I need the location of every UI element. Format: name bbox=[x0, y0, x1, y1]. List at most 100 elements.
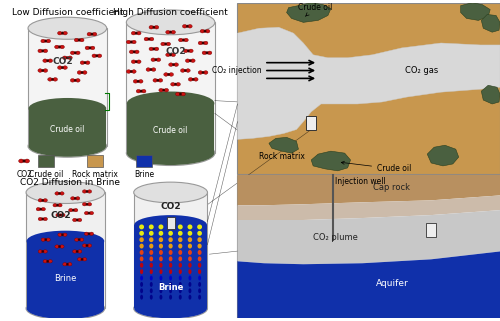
Ellipse shape bbox=[200, 30, 204, 33]
Ellipse shape bbox=[188, 244, 192, 248]
Ellipse shape bbox=[188, 295, 192, 299]
Ellipse shape bbox=[170, 54, 172, 56]
Ellipse shape bbox=[171, 30, 175, 34]
Ellipse shape bbox=[74, 197, 76, 200]
Text: CO₂ plume: CO₂ plume bbox=[313, 233, 358, 242]
Ellipse shape bbox=[43, 217, 48, 221]
Ellipse shape bbox=[26, 298, 104, 319]
Ellipse shape bbox=[70, 79, 75, 82]
Ellipse shape bbox=[188, 49, 193, 53]
Ellipse shape bbox=[150, 288, 152, 293]
Ellipse shape bbox=[58, 46, 61, 48]
Ellipse shape bbox=[43, 69, 48, 72]
Ellipse shape bbox=[198, 41, 202, 45]
Ellipse shape bbox=[86, 244, 88, 247]
Ellipse shape bbox=[126, 40, 131, 44]
Ellipse shape bbox=[43, 250, 48, 253]
Ellipse shape bbox=[198, 282, 201, 287]
Polygon shape bbox=[269, 137, 298, 153]
Ellipse shape bbox=[204, 30, 206, 32]
Text: Cap rock: Cap rock bbox=[374, 183, 410, 192]
Ellipse shape bbox=[28, 136, 106, 157]
FancyBboxPatch shape bbox=[28, 28, 106, 146]
Ellipse shape bbox=[154, 58, 157, 61]
Ellipse shape bbox=[158, 237, 163, 242]
Polygon shape bbox=[238, 195, 500, 220]
Ellipse shape bbox=[56, 204, 59, 206]
Ellipse shape bbox=[208, 51, 212, 55]
Ellipse shape bbox=[42, 218, 44, 220]
Ellipse shape bbox=[152, 48, 155, 50]
Ellipse shape bbox=[150, 269, 153, 274]
Ellipse shape bbox=[179, 282, 182, 287]
Ellipse shape bbox=[188, 275, 192, 281]
Ellipse shape bbox=[158, 224, 164, 230]
Ellipse shape bbox=[140, 295, 143, 299]
Ellipse shape bbox=[43, 59, 48, 63]
Ellipse shape bbox=[41, 238, 46, 241]
Ellipse shape bbox=[88, 212, 90, 214]
Ellipse shape bbox=[60, 192, 64, 195]
Ellipse shape bbox=[204, 71, 208, 74]
Ellipse shape bbox=[78, 258, 82, 261]
Ellipse shape bbox=[46, 260, 49, 263]
Ellipse shape bbox=[132, 70, 136, 73]
Ellipse shape bbox=[194, 78, 198, 81]
Polygon shape bbox=[427, 145, 458, 166]
Ellipse shape bbox=[61, 66, 64, 69]
Ellipse shape bbox=[150, 275, 152, 281]
Text: Injection well: Injection well bbox=[335, 177, 386, 186]
Text: CO₂ gas: CO₂ gas bbox=[404, 66, 438, 75]
Ellipse shape bbox=[206, 30, 210, 33]
Ellipse shape bbox=[130, 50, 134, 54]
Ellipse shape bbox=[182, 39, 184, 41]
Ellipse shape bbox=[42, 49, 44, 52]
Ellipse shape bbox=[172, 63, 175, 66]
Ellipse shape bbox=[74, 38, 78, 42]
Ellipse shape bbox=[38, 250, 42, 253]
Ellipse shape bbox=[61, 233, 64, 236]
Ellipse shape bbox=[82, 258, 86, 261]
Ellipse shape bbox=[149, 237, 154, 242]
Text: Crude oil: Crude oil bbox=[298, 3, 332, 16]
Polygon shape bbox=[482, 14, 500, 32]
Ellipse shape bbox=[179, 288, 182, 293]
Ellipse shape bbox=[198, 288, 201, 293]
Ellipse shape bbox=[134, 80, 138, 83]
Ellipse shape bbox=[188, 231, 192, 236]
Ellipse shape bbox=[84, 61, 86, 64]
Ellipse shape bbox=[178, 250, 182, 255]
Ellipse shape bbox=[78, 218, 82, 222]
Ellipse shape bbox=[140, 237, 144, 242]
Ellipse shape bbox=[150, 256, 153, 261]
Ellipse shape bbox=[188, 250, 192, 255]
Ellipse shape bbox=[81, 258, 84, 261]
Ellipse shape bbox=[178, 224, 182, 230]
Ellipse shape bbox=[80, 38, 84, 42]
Ellipse shape bbox=[53, 78, 58, 81]
Ellipse shape bbox=[134, 299, 207, 318]
Ellipse shape bbox=[149, 47, 154, 51]
Ellipse shape bbox=[168, 63, 173, 66]
Ellipse shape bbox=[62, 56, 67, 59]
Ellipse shape bbox=[186, 25, 188, 28]
Ellipse shape bbox=[140, 256, 143, 261]
Text: Low Diffusion coefficient: Low Diffusion coefficient bbox=[12, 8, 123, 17]
Ellipse shape bbox=[188, 256, 192, 261]
Ellipse shape bbox=[168, 224, 173, 230]
Ellipse shape bbox=[202, 42, 204, 44]
Text: CO2 Diffusion in Brine: CO2 Diffusion in Brine bbox=[20, 178, 120, 187]
Ellipse shape bbox=[160, 295, 162, 299]
Ellipse shape bbox=[169, 269, 172, 274]
FancyBboxPatch shape bbox=[136, 155, 152, 167]
Ellipse shape bbox=[140, 288, 143, 293]
Ellipse shape bbox=[198, 231, 202, 236]
Ellipse shape bbox=[76, 79, 80, 82]
Ellipse shape bbox=[53, 204, 57, 207]
Ellipse shape bbox=[182, 24, 187, 28]
Ellipse shape bbox=[44, 239, 47, 241]
Ellipse shape bbox=[41, 207, 46, 211]
Ellipse shape bbox=[92, 54, 96, 57]
Ellipse shape bbox=[140, 275, 143, 281]
Ellipse shape bbox=[85, 46, 89, 50]
